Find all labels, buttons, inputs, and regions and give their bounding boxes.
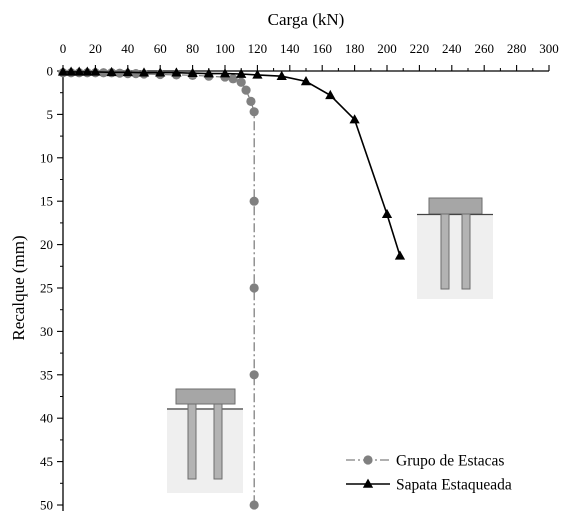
y-axis-title: Recalque (mm) <box>9 235 28 340</box>
y-tick-label: 0 <box>47 64 54 79</box>
y-tick-label: 25 <box>40 281 53 296</box>
data-point <box>115 68 125 78</box>
data-point <box>228 74 238 84</box>
x-tick-label: 80 <box>186 41 199 56</box>
y-tick-label: 10 <box>40 150 53 165</box>
data-point <box>249 370 259 380</box>
data-point <box>122 66 133 77</box>
data-point <box>249 196 259 206</box>
data-point <box>203 68 214 78</box>
data-point <box>249 500 259 510</box>
data-point <box>57 66 69 76</box>
x-tick-label: 220 <box>410 41 430 56</box>
data-point <box>276 70 287 80</box>
x-tick-label: 0 <box>60 41 67 56</box>
y-tick-label: 5 <box>47 107 54 122</box>
data-point <box>349 114 360 124</box>
data-point <box>106 66 117 77</box>
axes: 0 20 40 60 80 100 120 140 160 180 200 220 240 260 280 3… <box>40 41 559 511</box>
pile-group-sketch <box>167 388 243 493</box>
x-tick-label: 60 <box>154 41 167 56</box>
series-2 <box>57 66 406 260</box>
y-tick-label: 20 <box>40 237 53 252</box>
legend-marker <box>363 455 373 465</box>
x-tick-label: 240 <box>442 41 462 56</box>
x-tick-label: 100 <box>215 41 235 56</box>
x-tick-label: 120 <box>248 41 268 56</box>
data-point <box>325 89 336 100</box>
data-point <box>236 77 246 87</box>
x-tick-label: 200 <box>377 41 397 56</box>
legend: Grupo de Estacas Sapata Estaqueada <box>346 453 512 494</box>
data-point <box>171 67 182 77</box>
series-line <box>63 71 401 257</box>
y-tick-label: 15 <box>40 194 53 209</box>
data-point <box>249 283 259 293</box>
x-tick-label: 40 <box>121 41 134 56</box>
data-point <box>381 208 393 218</box>
data-point <box>249 107 259 117</box>
y-tick-label: 40 <box>40 411 53 426</box>
data-point <box>82 66 93 76</box>
data-point <box>252 69 263 79</box>
y-tick-label: 35 <box>40 367 53 382</box>
data-point <box>300 76 312 86</box>
x-tick-label: 20 <box>89 41 102 56</box>
x-tick-label: 160 <box>312 41 332 56</box>
data-point <box>74 66 85 76</box>
y-tick-label: 50 <box>40 498 53 511</box>
legend-label: Sapata Estaqueada <box>396 477 512 494</box>
y-tick-label: 30 <box>40 324 53 339</box>
x-tick-label: 260 <box>474 41 494 56</box>
data-point <box>241 85 251 95</box>
data-point <box>219 68 231 78</box>
data-point <box>187 67 198 77</box>
x-tick-label: 140 <box>280 41 300 56</box>
data-point <box>131 69 141 79</box>
data-point <box>90 66 101 76</box>
data-point <box>138 67 150 77</box>
x-axis-title: Carga (kN) <box>268 10 345 29</box>
data-point <box>155 67 166 77</box>
legend-marker <box>362 478 374 488</box>
data-point <box>236 68 247 78</box>
data-point <box>394 250 406 260</box>
x-tick-label: 300 <box>539 41 559 56</box>
x-tick-label: 280 <box>507 41 527 56</box>
y-tick-label: 45 <box>40 454 53 469</box>
x-tick-label: 180 <box>345 41 365 56</box>
piled-raft-sketch <box>417 197 493 299</box>
series-layer <box>57 66 406 510</box>
data-point <box>246 96 256 106</box>
legend-label: Grupo de Estacas <box>396 453 504 470</box>
data-point <box>65 66 77 76</box>
